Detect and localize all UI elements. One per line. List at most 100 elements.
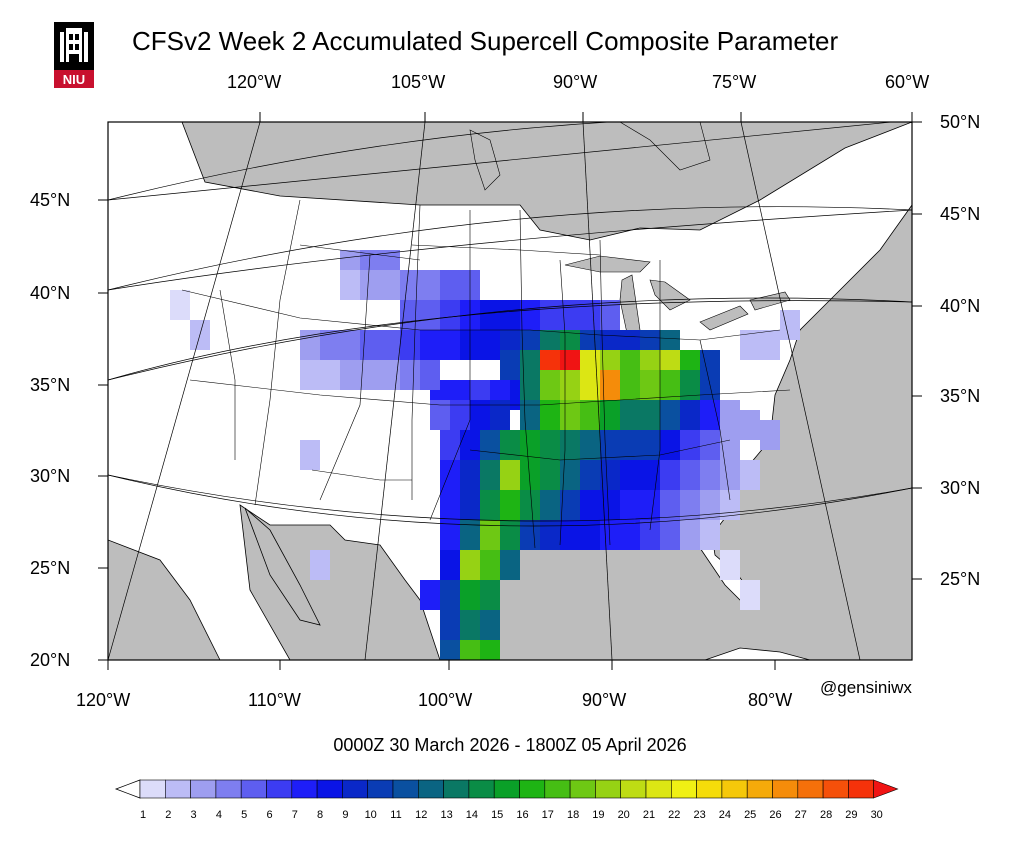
colorbar-label: 14: [466, 809, 478, 821]
colorbar-label: 27: [795, 809, 807, 821]
bottom-lon-label: 110°W: [248, 690, 301, 710]
bottom-lon-label: 100°W: [418, 690, 473, 710]
colorbar-label: 13: [440, 809, 452, 821]
colorbar-label: 22: [668, 809, 680, 821]
bottom-lon-label: 90°W: [582, 690, 627, 710]
scp-grid-cell: [640, 370, 660, 400]
scp-grid-cell: [640, 400, 660, 430]
scp-grid-cell: [520, 370, 540, 400]
scp-grid-cell: [420, 300, 440, 330]
colorbar-label: 20: [618, 809, 630, 821]
scp-grid-cell: [580, 400, 600, 430]
colorbar-swatch: [240, 779, 267, 799]
scp-grid-cell: [580, 370, 600, 400]
scp-grid-cell: [440, 580, 460, 610]
scp-grid-cell: [430, 400, 450, 430]
right-lat-label: 40°N: [940, 296, 981, 316]
left-lat-label: 25°N: [30, 558, 71, 578]
scp-grid-cell: [360, 270, 380, 300]
top-lon-label: 90°W: [553, 72, 598, 92]
right-lat-label: 30°N: [940, 478, 981, 498]
scp-grid-cell: [660, 370, 680, 400]
scp-grid-cell: [600, 490, 620, 520]
scp-grid-cell: [540, 490, 560, 520]
colorbar-swatch: [620, 779, 647, 799]
scp-grid-cell: [720, 490, 740, 520]
scp-grid-cell: [520, 520, 540, 550]
scp-grid-cell: [580, 430, 600, 460]
scp-grid-cell: [500, 490, 520, 520]
scp-grid-cell: [780, 310, 800, 340]
left-lat-label: 45°N: [30, 190, 71, 210]
scp-grid-cell: [740, 460, 760, 490]
scp-grid-cell: [580, 300, 600, 330]
scp-grid-cell: [420, 330, 440, 360]
colorbar-swatch: [721, 779, 748, 799]
colorbar-swatch: [519, 779, 546, 799]
logo-text: NIU: [63, 72, 85, 87]
scp-grid-cell: [680, 370, 700, 400]
scp-grid-cell: [340, 330, 360, 360]
cuba: [704, 647, 811, 660]
scp-grid-cell: [760, 330, 780, 360]
right-lat-label: 25°N: [940, 569, 981, 589]
scp-grid-cell: [360, 360, 380, 390]
scp-grid-cell: [310, 550, 330, 580]
scp-grid-cell: [520, 490, 540, 520]
scp-grid-cell: [600, 460, 620, 490]
scp-grid-cell: [340, 270, 360, 300]
colorbar-label: 17: [542, 809, 554, 821]
scp-grid-cell: [460, 430, 480, 460]
scp-grid-cell: [620, 370, 640, 400]
scp-grid-cell: [600, 300, 620, 330]
scp-grid-cell: [620, 430, 640, 460]
scp-grid-cell: [580, 460, 600, 490]
scp-grid-cell: [680, 460, 700, 490]
scp-grid-cell: [500, 430, 520, 460]
scp-grid-cell: [440, 430, 460, 460]
scp-grid-cell: [540, 520, 560, 550]
colorbar-swatch: [165, 779, 191, 799]
scp-grid-cell: [460, 640, 480, 660]
colorbar-label: 10: [365, 809, 377, 821]
colorbar-swatch: [417, 779, 444, 799]
gulf-of-california: [244, 507, 321, 626]
scp-grid-cell: [480, 520, 500, 550]
scp-grid-cell: [400, 360, 420, 390]
scp-grid-cell: [620, 400, 640, 430]
scp-grid-cell: [380, 330, 400, 360]
colorbar-label: 30: [871, 809, 883, 821]
scp-grid-cell: [640, 490, 660, 520]
left-lat-label: 20°N: [30, 650, 71, 670]
colorbar-label: 28: [820, 809, 832, 821]
scp-grid-cell: [480, 300, 500, 330]
right-lat-label: 50°N: [940, 112, 981, 132]
colorbar-swatch: [569, 779, 596, 799]
scp-grid-cell: [440, 270, 460, 300]
scp-grid-cell: [580, 520, 600, 550]
scp-grid-cell: [440, 610, 460, 640]
scp-grid-cell: [540, 400, 560, 430]
scp-grid-cell: [170, 290, 190, 320]
colorbar-label: 5: [241, 809, 247, 821]
scp-grid-cell: [460, 520, 480, 550]
scp-grid-cell: [520, 430, 540, 460]
scp-grid-cell: [300, 440, 320, 470]
colorbar-under-triangle: [114, 779, 141, 799]
bottom-lon-label: 80°W: [748, 690, 793, 710]
scp-grid-cell: [480, 460, 500, 490]
right-lat-label: 35°N: [940, 386, 981, 406]
scp-grid-cell: [500, 350, 520, 380]
left-lat-label: 30°N: [30, 466, 71, 486]
scp-grid-cell: [500, 520, 520, 550]
scp-grid-cell: [480, 490, 500, 520]
scp-grid-cell: [560, 520, 580, 550]
colorbar-label: 1: [140, 809, 146, 821]
colorbar-label: 24: [719, 809, 731, 821]
scp-grid-cell: [560, 460, 580, 490]
colorbar-swatch: [392, 779, 419, 799]
scp-grid-cell: [640, 430, 660, 460]
top-lon-label: 75°W: [712, 72, 757, 92]
scp-grid-cell: [720, 400, 740, 430]
